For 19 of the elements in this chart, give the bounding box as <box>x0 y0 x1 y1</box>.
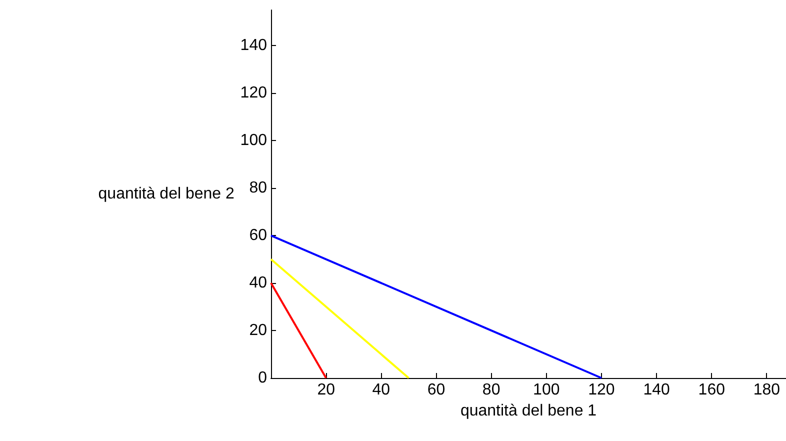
x-tick-label: 160 <box>698 382 726 398</box>
y-tick-label: 80 <box>249 180 268 197</box>
x-axis-title: quantità del bene 1 <box>460 402 597 420</box>
x-tick-label: 100 <box>533 382 560 398</box>
y-tick-label: 100 <box>240 132 268 150</box>
y-axis-title: quantità del bene 2 <box>98 186 235 202</box>
x-tick-label: 120 <box>588 382 615 398</box>
x-tick-label: 140 <box>643 382 670 398</box>
y-tick-label: 20 <box>249 322 268 340</box>
x-tick-label: 180 <box>753 382 780 398</box>
y-tick-label: 140 <box>240 37 268 54</box>
y-tick-label: 40 <box>249 274 268 292</box>
x-tick-label: 60 <box>427 382 446 398</box>
y-tick-label: 0 <box>258 370 268 386</box>
x-tick-label: 20 <box>317 382 336 398</box>
y-tick-label: 120 <box>240 84 268 102</box>
x-tick-label: 40 <box>372 382 390 398</box>
x-tick-label: 80 <box>482 382 500 398</box>
y-tick-label: 60 <box>249 227 268 244</box>
